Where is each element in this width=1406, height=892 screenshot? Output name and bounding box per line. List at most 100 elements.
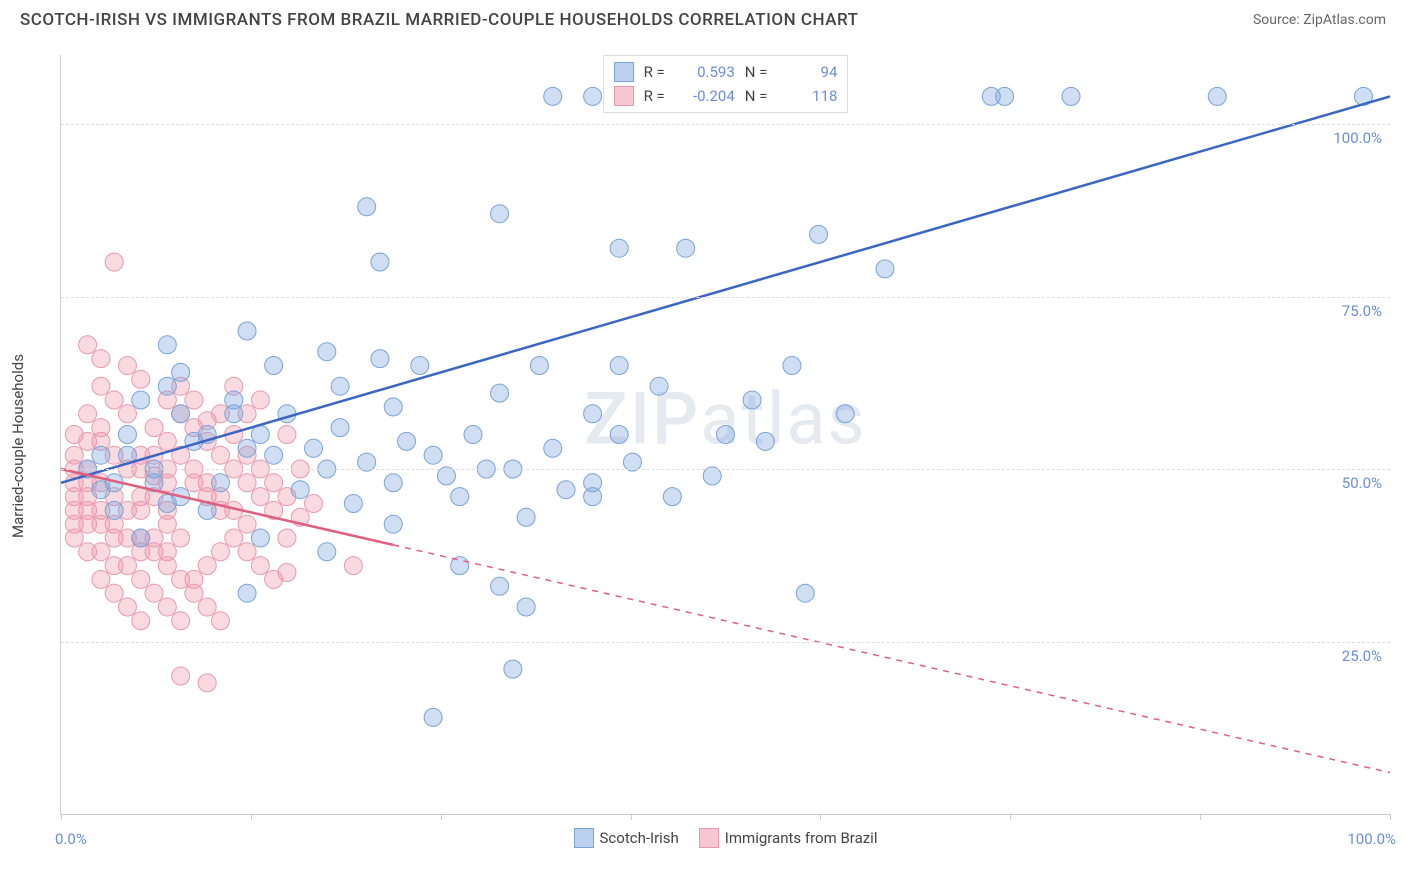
- data-point: [211, 612, 229, 630]
- data-point: [92, 377, 110, 395]
- data-point: [92, 481, 110, 499]
- chart-source: Source: ZipAtlas.com: [1253, 12, 1386, 28]
- data-point: [610, 357, 628, 375]
- data-point: [225, 529, 243, 547]
- data-point: [158, 515, 176, 533]
- data-point: [544, 87, 562, 105]
- data-point: [132, 391, 150, 409]
- legend-item-1: Scotch-Irish: [574, 828, 679, 848]
- data-point: [185, 570, 203, 588]
- grid-line: [61, 469, 1390, 470]
- data-point: [238, 584, 256, 602]
- chart-header: SCOTCH-IRISH VS IMMIGRANTS FROM BRAZIL M…: [0, 0, 1406, 36]
- data-point: [265, 357, 283, 375]
- data-point: [318, 343, 336, 361]
- data-point: [251, 557, 269, 575]
- data-point: [610, 239, 628, 257]
- data-point: [158, 598, 176, 616]
- y-tick-label: 100.0%: [1333, 129, 1382, 147]
- data-point: [79, 432, 97, 450]
- data-point: [251, 529, 269, 547]
- chart-title: SCOTCH-IRISH VS IMMIGRANTS FROM BRAZIL M…: [20, 10, 858, 30]
- grid-line: [61, 642, 1390, 643]
- data-point: [1062, 87, 1080, 105]
- data-point: [92, 570, 110, 588]
- data-point: [557, 481, 575, 499]
- data-point: [132, 529, 150, 547]
- scatter-svg: [61, 55, 1390, 814]
- data-point: [810, 225, 828, 243]
- data-point: [211, 543, 229, 561]
- x-min-label: 0.0%: [55, 830, 87, 848]
- data-point: [464, 426, 482, 444]
- y-axis-label: Married-couple Households: [9, 354, 27, 538]
- data-point: [145, 419, 163, 437]
- series-legend: Scotch-Irish Immigrants from Brazil: [574, 828, 878, 848]
- data-point: [132, 501, 150, 519]
- trend-line-dashed: [393, 545, 1390, 773]
- data-point: [344, 557, 362, 575]
- data-point: [79, 515, 97, 533]
- legend-swatch-2: [699, 828, 719, 848]
- correlation-row-2: R = -0.204 N = 118: [614, 84, 838, 108]
- data-point: [305, 439, 323, 457]
- data-point: [278, 426, 296, 444]
- data-point: [238, 474, 256, 492]
- data-point: [491, 384, 509, 402]
- grid-line: [61, 297, 1390, 298]
- data-point: [265, 446, 283, 464]
- data-point: [172, 363, 190, 381]
- trend-line-solid: [61, 96, 1390, 482]
- data-point: [584, 405, 602, 423]
- swatch-2: [614, 86, 634, 106]
- x-tick: [1200, 814, 1201, 820]
- data-point: [876, 260, 894, 278]
- data-point: [411, 357, 429, 375]
- data-point: [92, 419, 110, 437]
- data-point: [65, 529, 83, 547]
- data-point: [172, 529, 190, 547]
- data-point: [384, 398, 402, 416]
- data-point: [278, 529, 296, 547]
- data-point: [544, 439, 562, 457]
- data-point: [584, 87, 602, 105]
- data-point: [251, 426, 269, 444]
- data-point: [198, 674, 216, 692]
- data-point: [172, 405, 190, 423]
- data-point: [584, 474, 602, 492]
- data-point: [756, 432, 774, 450]
- legend-item-2: Immigrants from Brazil: [699, 828, 878, 848]
- grid-line: [61, 124, 1390, 125]
- data-point: [424, 708, 442, 726]
- data-point: [65, 501, 83, 519]
- data-point: [291, 481, 309, 499]
- data-point: [251, 391, 269, 409]
- data-point: [451, 488, 469, 506]
- swatch-1: [614, 62, 634, 82]
- data-point: [371, 253, 389, 271]
- n-value-2: 118: [777, 84, 837, 108]
- data-point: [132, 612, 150, 630]
- data-point: [105, 391, 123, 409]
- data-point: [996, 87, 1014, 105]
- data-point: [663, 488, 681, 506]
- x-tick: [61, 814, 62, 820]
- data-point: [717, 426, 735, 444]
- legend-swatch-1: [574, 828, 594, 848]
- n-value-1: 94: [777, 60, 837, 84]
- data-point: [92, 543, 110, 561]
- data-point: [132, 570, 150, 588]
- data-point: [517, 598, 535, 616]
- data-point: [145, 584, 163, 602]
- x-tick: [820, 814, 821, 820]
- data-point: [344, 495, 362, 513]
- r-value-1: 0.593: [675, 60, 735, 84]
- data-point: [796, 584, 814, 602]
- y-tick-label: 75.0%: [1342, 302, 1382, 320]
- chart-plot-area: ZIPatlas R = 0.593 N = 94 R = -0.204 N =…: [60, 55, 1390, 815]
- data-point: [504, 660, 522, 678]
- data-point: [1208, 87, 1226, 105]
- data-point: [265, 474, 283, 492]
- data-point: [238, 515, 256, 533]
- data-point: [530, 357, 548, 375]
